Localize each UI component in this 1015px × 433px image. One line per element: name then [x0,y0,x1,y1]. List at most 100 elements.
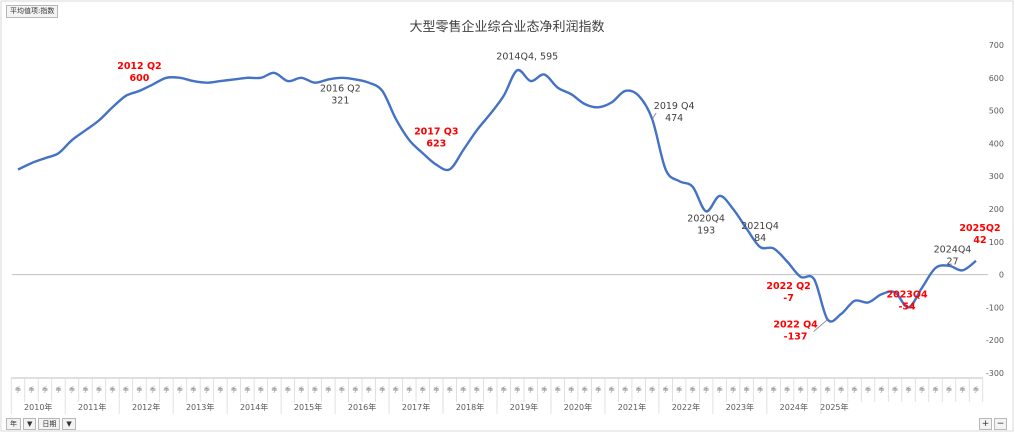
annotation-label: 2021Q4 [741,221,779,232]
x-quarter-label: 季 [55,386,61,394]
zoom-controls: + − [979,418,1007,430]
expand-button[interactable]: + [979,418,992,430]
x-quarter-label: 季 [339,386,345,394]
annotation-label: 2022 Q4 [773,320,818,331]
x-quarter-label: 季 [393,386,399,394]
x-quarter-label: 季 [285,386,291,394]
x-quarter-label: 季 [959,386,965,394]
annotation-label: 2014Q4, 595 [496,51,558,62]
x-quarter-label: 季 [541,386,547,394]
x-axis: 季季季季季季季季季季季季季季季季季季季季季季季季季季季季季季季季季季季季季季季季… [10,377,984,414]
x-quarter-label: 季 [366,386,372,394]
x-quarter-label: 季 [825,386,831,394]
x-quarter-label: 季 [325,386,331,394]
x-year-label: 2017年 [402,402,430,412]
x-quarter-label: 季 [595,386,601,394]
x-quarter-label: 季 [676,386,682,394]
x-quarter-label: 季 [622,386,628,394]
annotation-value: 600 [130,73,150,84]
y-tick-label: 400 [989,139,1004,148]
pivot-field-button[interactable]: 平均值项:指数 [6,5,59,18]
x-year-label: 2020年 [564,402,592,412]
x-year-label: 2023年 [726,402,754,412]
x-quarter-label: 季 [703,386,709,394]
x-quarter-label: 季 [163,386,169,394]
x-quarter-label: 季 [217,386,223,394]
x-year-label: 2016年 [348,402,376,412]
x-quarter-label: 季 [514,386,520,394]
annotation-label: 2012 Q2 [117,61,161,72]
x-quarter-label: 季 [177,386,183,394]
annotation-label: 2022 Q2 [766,281,810,292]
x-quarter-label: 季 [906,386,912,394]
y-tick-label: 700 [989,41,1004,50]
x-quarter-label: 季 [973,386,979,394]
filter-date-button[interactable]: 日期 [38,418,61,430]
x-quarter-label: 季 [771,386,777,394]
x-quarter-label: 季 [433,386,439,394]
x-quarter-label: 季 [568,386,574,394]
x-quarter-label: 季 [663,386,669,394]
x-quarter-label: 季 [460,386,466,394]
x-quarter-label: 季 [150,386,156,394]
x-quarter-label: 季 [852,386,858,394]
x-quarter-label: 季 [798,386,804,394]
annotation-value: 27 [946,256,958,267]
y-tick-label: 200 [989,205,1004,214]
annotation-label: 2020Q4 [687,213,725,224]
x-quarter-label: 季 [298,386,304,394]
x-quarter-label: 季 [96,386,102,394]
x-quarter-label: 季 [757,386,763,394]
y-tick-label: -100 [986,303,1004,312]
y-tick-label: 300 [989,172,1004,181]
x-quarter-label: 季 [447,386,453,394]
x-quarter-label: 季 [82,386,88,394]
x-quarter-label: 季 [609,386,615,394]
x-quarter-label: 季 [933,386,939,394]
x-quarter-label: 季 [555,386,561,394]
annotation-value: -54 [898,301,916,312]
filter-date-dropdown-icon[interactable]: ▼ [62,418,76,430]
series-group [17,68,977,323]
x-quarter-label: 季 [879,386,885,394]
x-year-label: 2019年 [510,402,538,412]
y-tick-label: -300 [986,369,1004,378]
x-year-label: 2025年 [820,402,848,412]
x-quarter-label: 季 [865,386,871,394]
annotation-label: 2016 Q2 [320,83,361,94]
x-quarter-label: 季 [190,386,196,394]
series-line [17,68,977,323]
x-quarter-label: 季 [744,386,750,394]
x-quarter-label: 季 [42,386,48,394]
x-quarter-label: 季 [69,386,75,394]
filter-bar: 年 ▼ 日期 ▼ [6,418,76,430]
annotation-label: 2023Q4 [886,289,928,300]
x-year-label: 2015年 [294,402,322,412]
filter-year-button[interactable]: 年 [6,418,21,430]
collapse-button[interactable]: − [994,418,1007,430]
x-quarter-label: 季 [231,386,237,394]
x-year-label: 2012年 [132,402,160,412]
x-quarter-label: 季 [636,386,642,394]
annotation-value: 42 [973,235,986,246]
x-quarter-label: 季 [811,386,817,394]
x-quarter-label: 季 [379,386,385,394]
x-quarter-label: 季 [487,386,493,394]
x-quarter-label: 季 [919,386,925,394]
x-quarter-label: 季 [717,386,723,394]
filter-year-dropdown-icon[interactable]: ▼ [23,418,37,430]
annotation-label: 2017 Q3 [414,127,458,138]
annotation-value: 193 [697,225,715,236]
annotation-value: -137 [784,332,808,343]
annotation-value: 84 [754,233,766,244]
x-quarter-label: 季 [28,386,34,394]
x-quarter-label: 季 [838,386,844,394]
x-quarter-label: 季 [528,386,534,394]
x-year-label: 2013年 [186,402,214,412]
x-year-label: 2010年 [24,402,52,412]
x-quarter-label: 季 [946,386,952,394]
annotation-value: 474 [665,113,683,124]
